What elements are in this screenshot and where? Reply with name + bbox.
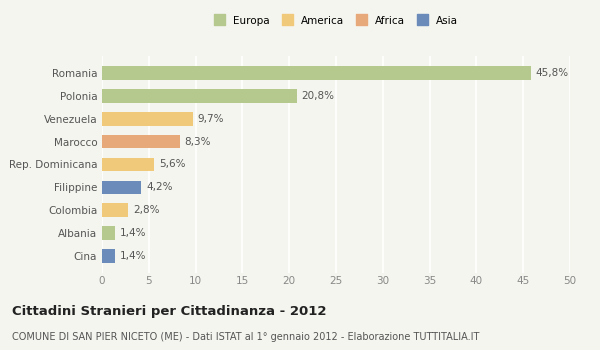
- Text: 9,7%: 9,7%: [197, 114, 224, 124]
- Bar: [102, 226, 115, 240]
- Bar: [102, 158, 154, 172]
- Text: 20,8%: 20,8%: [301, 91, 334, 101]
- Text: 4,2%: 4,2%: [146, 182, 172, 192]
- Text: 1,4%: 1,4%: [120, 251, 146, 261]
- Text: COMUNE DI SAN PIER NICETO (ME) - Dati ISTAT al 1° gennaio 2012 - Elaborazione TU: COMUNE DI SAN PIER NICETO (ME) - Dati IS…: [12, 332, 479, 343]
- Text: 2,8%: 2,8%: [133, 205, 160, 215]
- Text: 5,6%: 5,6%: [159, 160, 185, 169]
- Bar: [102, 249, 115, 263]
- Bar: [102, 135, 179, 148]
- Legend: Europa, America, Africa, Asia: Europa, America, Africa, Asia: [212, 13, 460, 28]
- Bar: [102, 66, 530, 80]
- Bar: [102, 203, 128, 217]
- Text: 8,3%: 8,3%: [184, 136, 211, 147]
- Bar: [102, 181, 142, 194]
- Text: 1,4%: 1,4%: [120, 228, 146, 238]
- Text: 45,8%: 45,8%: [535, 68, 568, 78]
- Text: Cittadini Stranieri per Cittadinanza - 2012: Cittadini Stranieri per Cittadinanza - 2…: [12, 304, 326, 317]
- Bar: [102, 89, 296, 103]
- Bar: [102, 112, 193, 126]
